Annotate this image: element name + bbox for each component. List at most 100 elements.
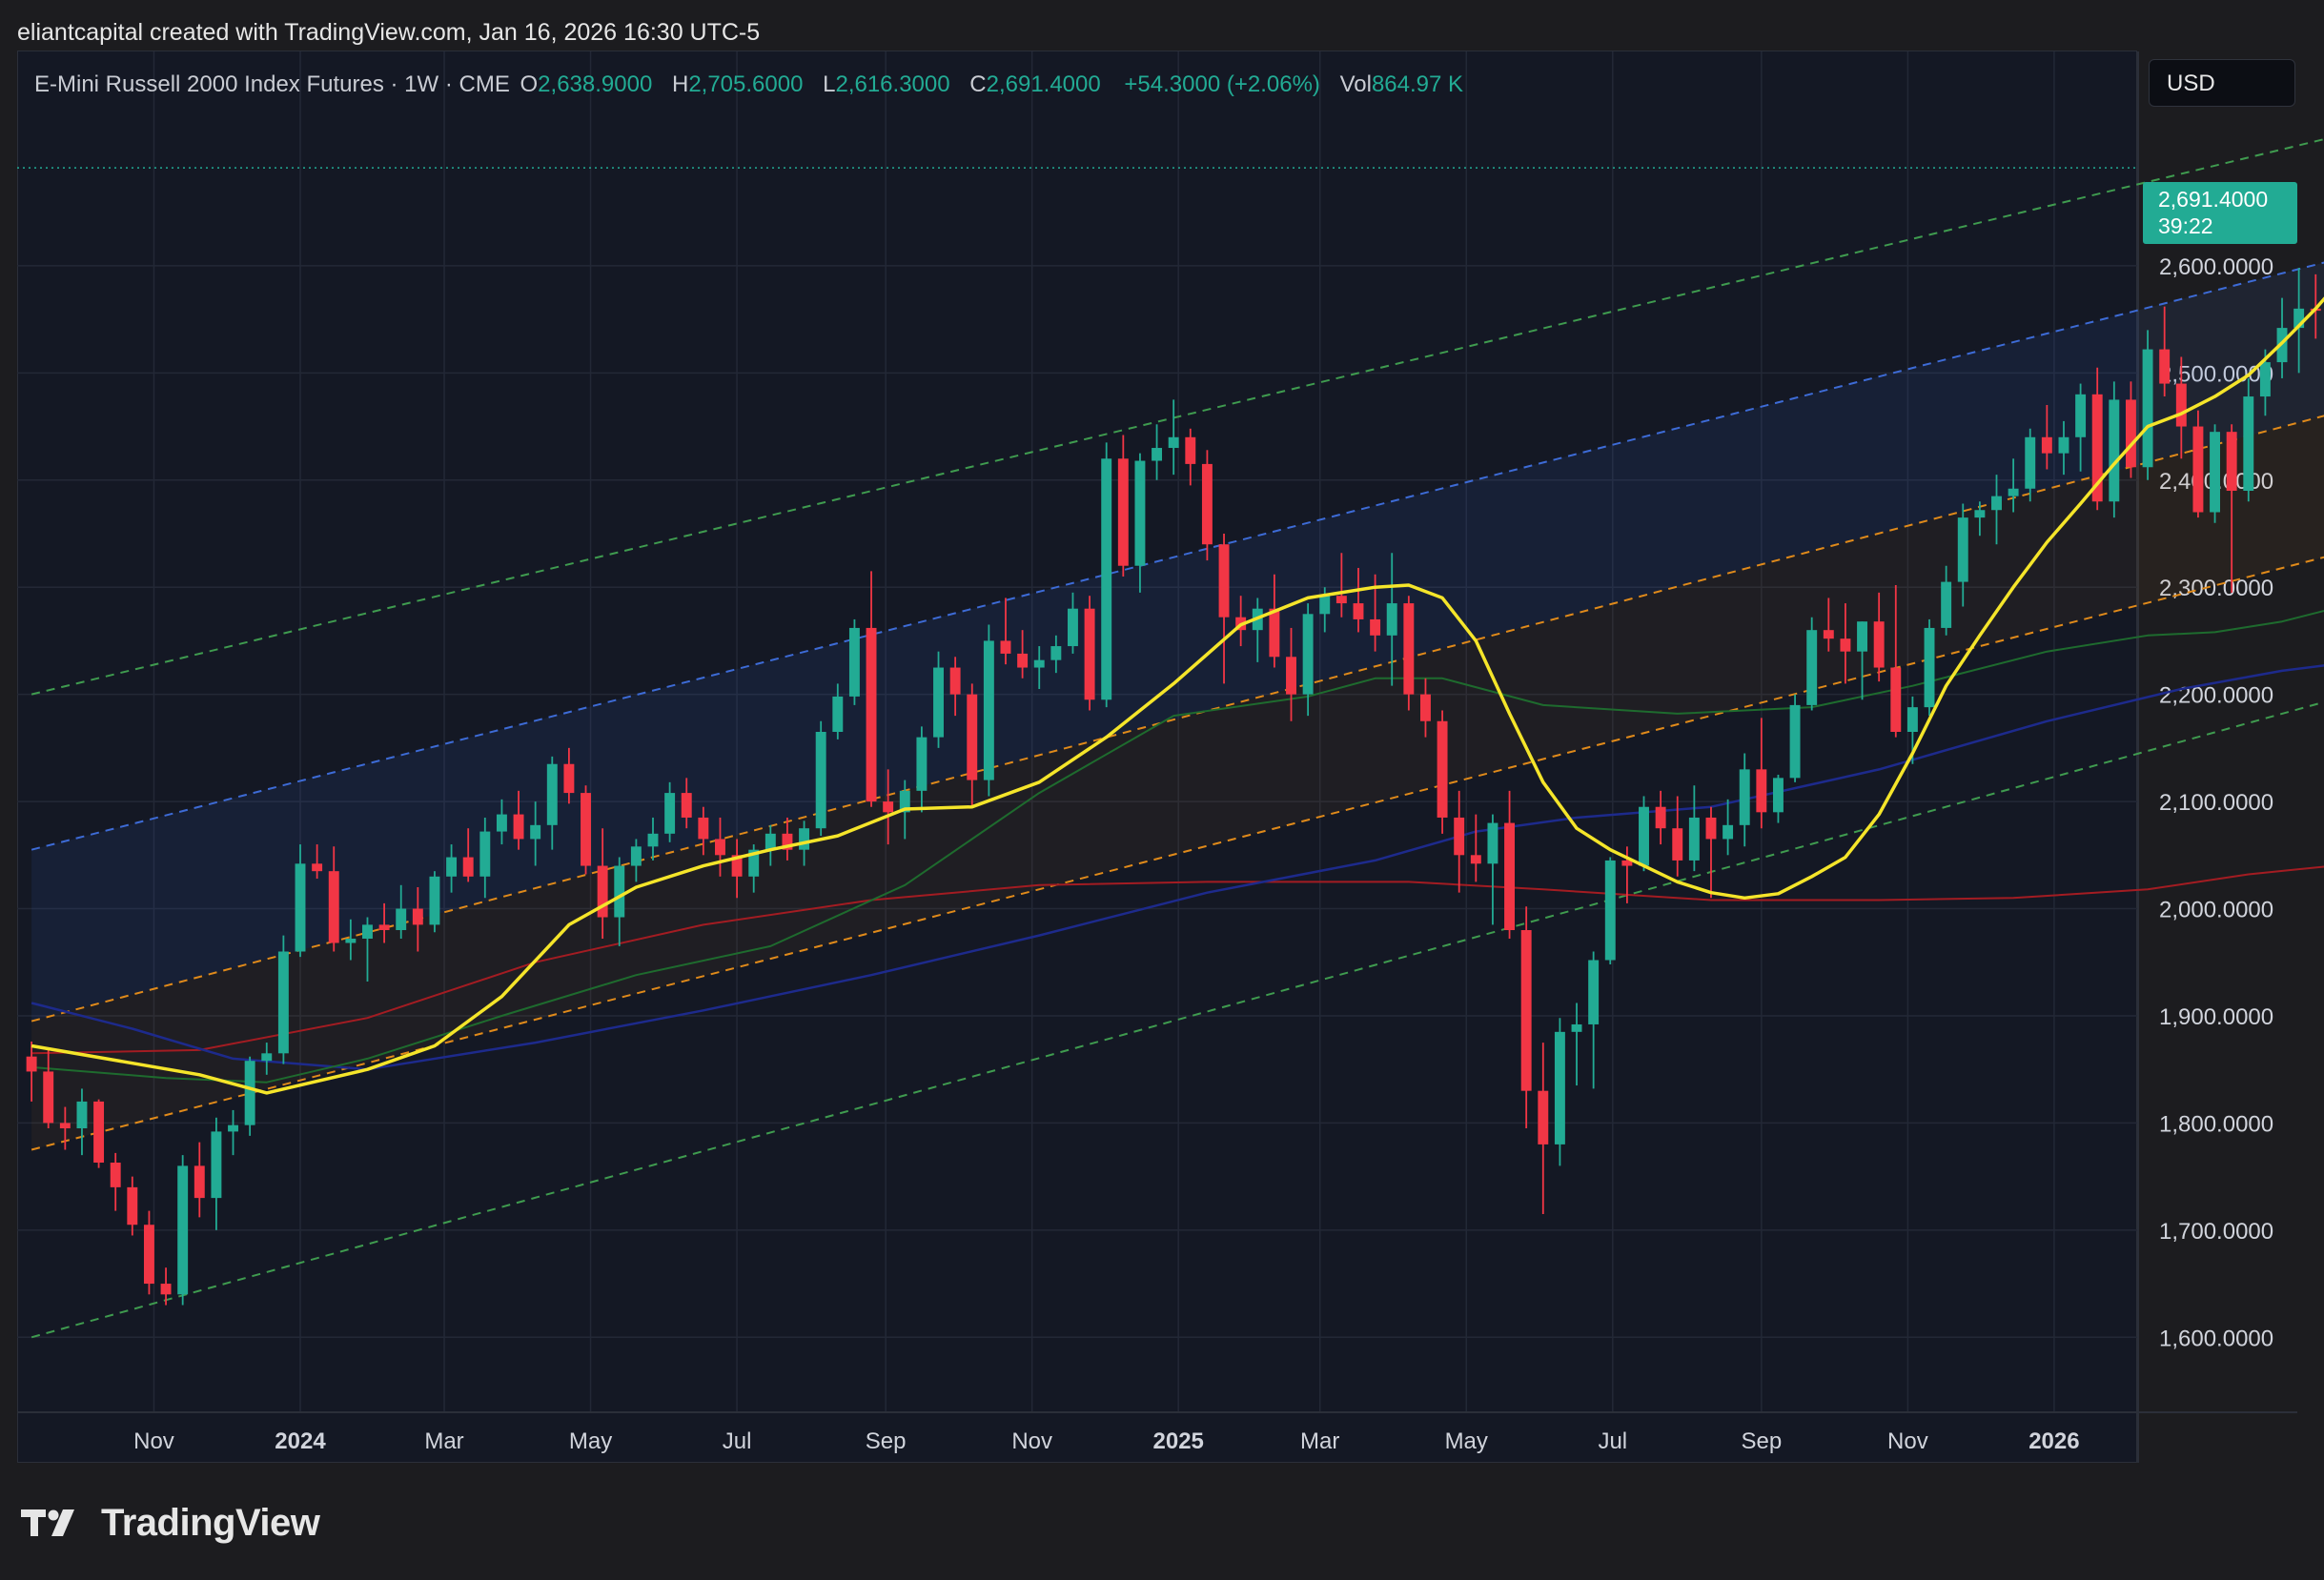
candle[interactable] — [731, 839, 743, 899]
channel-outer-lower-line[interactable] — [31, 699, 2324, 1339]
candle[interactable] — [1050, 635, 1062, 674]
candle[interactable] — [1386, 553, 1397, 686]
candle[interactable] — [194, 1142, 205, 1218]
candle[interactable] — [1504, 790, 1516, 940]
candle[interactable] — [1520, 906, 1532, 1129]
candle[interactable] — [2210, 424, 2221, 523]
candle[interactable] — [2142, 330, 2153, 480]
candle[interactable] — [43, 1049, 54, 1129]
candle[interactable] — [93, 1099, 105, 1168]
candle[interactable] — [211, 1117, 222, 1230]
sma-fast-line[interactable] — [31, 290, 2324, 1095]
candle[interactable] — [412, 887, 423, 952]
candle[interactable] — [1335, 553, 1347, 618]
candle[interactable] — [26, 1041, 37, 1102]
candle[interactable] — [1756, 718, 1767, 829]
candle[interactable] — [664, 781, 676, 842]
candle[interactable] — [715, 817, 725, 877]
candle[interactable] — [378, 902, 390, 943]
candle[interactable] — [1857, 621, 1868, 700]
candle[interactable] — [1084, 596, 1095, 711]
candle[interactable] — [110, 1152, 121, 1211]
candle[interactable] — [614, 857, 625, 946]
candle[interactable] — [1957, 503, 1968, 607]
candle[interactable] — [228, 1109, 238, 1156]
candle[interactable] — [1437, 710, 1448, 834]
candle[interactable] — [143, 1210, 154, 1295]
candle[interactable] — [261, 1043, 273, 1075]
candle[interactable] — [59, 1106, 71, 1150]
candle[interactable] — [1117, 435, 1129, 577]
candle[interactable] — [1353, 567, 1364, 633]
candle[interactable] — [883, 769, 894, 845]
sma-mid-line[interactable] — [31, 609, 2324, 1084]
candle[interactable] — [1017, 630, 1029, 679]
candle[interactable] — [2243, 377, 2254, 502]
candle[interactable] — [2226, 424, 2237, 593]
candle[interactable] — [1873, 592, 1885, 682]
candle[interactable] — [76, 1088, 88, 1156]
candle[interactable] — [1068, 592, 1078, 654]
candle[interactable] — [1840, 603, 1851, 684]
candle[interactable] — [1890, 584, 1902, 738]
candle[interactable] — [597, 828, 608, 940]
candle[interactable] — [1101, 442, 1112, 708]
candle[interactable] — [1454, 790, 1465, 893]
candle[interactable] — [1168, 399, 1179, 476]
candle[interactable] — [513, 790, 524, 850]
candle[interactable] — [1723, 799, 1734, 856]
candle[interactable] — [1806, 617, 1818, 711]
candle[interactable] — [345, 919, 357, 961]
candle[interactable] — [1554, 1018, 1565, 1166]
candle[interactable] — [933, 651, 944, 748]
candle[interactable] — [1134, 453, 1146, 593]
candle[interactable] — [295, 844, 306, 958]
candle[interactable] — [1639, 796, 1649, 872]
candle[interactable] — [127, 1176, 138, 1236]
candle[interactable] — [647, 817, 659, 861]
candle[interactable] — [764, 824, 776, 866]
candle[interactable] — [1672, 796, 1683, 877]
candle[interactable] — [429, 871, 440, 933]
candle[interactable] — [1823, 598, 1834, 652]
candle[interactable] — [630, 839, 642, 882]
candle[interactable] — [1655, 790, 1666, 845]
candle[interactable] — [782, 817, 793, 861]
candle[interactable] — [563, 747, 575, 804]
candle[interactable] — [681, 778, 692, 829]
candle[interactable] — [1974, 501, 1986, 537]
candle[interactable] — [848, 618, 860, 705]
candle[interactable] — [1419, 678, 1431, 738]
candle[interactable] — [2125, 381, 2136, 478]
candle[interactable] — [916, 726, 928, 813]
candle[interactable] — [160, 1267, 172, 1306]
symbol-label[interactable]: E-Mini Russell 2000 Index Futures · 1W ·… — [34, 71, 510, 97]
candle[interactable] — [2175, 356, 2187, 459]
candle[interactable] — [2075, 383, 2087, 472]
candle[interactable] — [312, 844, 323, 880]
candle[interactable] — [1739, 753, 1750, 847]
candle[interactable] — [496, 799, 507, 845]
candle[interactable] — [396, 884, 407, 940]
candle[interactable] — [1924, 618, 1935, 717]
candle[interactable] — [1218, 533, 1230, 684]
candle[interactable] — [1000, 598, 1011, 665]
candle[interactable] — [866, 571, 877, 807]
sma-long-line[interactable] — [31, 865, 2324, 1055]
candle[interactable] — [1269, 574, 1280, 668]
candle[interactable] — [983, 624, 994, 797]
candle[interactable] — [1571, 1003, 1582, 1086]
candle[interactable] — [2192, 410, 2204, 518]
candle[interactable] — [581, 785, 591, 875]
candle[interactable] — [362, 917, 373, 982]
candle[interactable] — [2008, 458, 2019, 513]
candle[interactable] — [1470, 814, 1481, 882]
currency-button[interactable]: USD — [2149, 59, 2295, 107]
candle[interactable] — [462, 828, 474, 882]
candle[interactable] — [1185, 428, 1196, 486]
tradingview-brand[interactable]: TradingView — [21, 1496, 320, 1550]
sma-slow-line[interactable] — [31, 664, 2324, 1071]
candle[interactable] — [2159, 306, 2171, 397]
candle[interactable] — [1487, 814, 1498, 925]
candle[interactable] — [1302, 603, 1314, 717]
